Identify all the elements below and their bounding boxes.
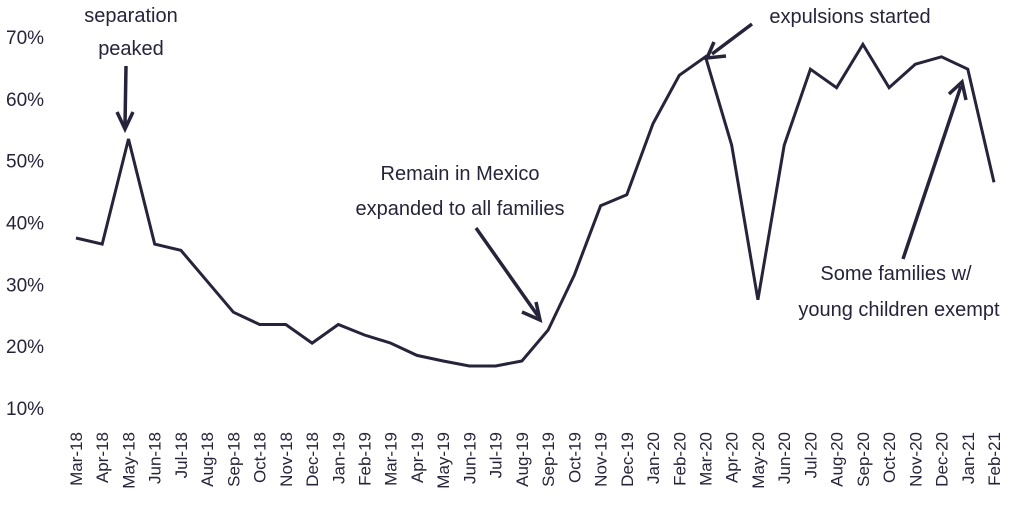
annotation-text: expulsions started bbox=[769, 6, 930, 28]
annotation-text: peaked bbox=[98, 38, 164, 60]
x-tick-label: Nov-20 bbox=[906, 432, 925, 487]
x-tick-label: Sep-18 bbox=[224, 432, 243, 487]
arrow-head bbox=[704, 41, 727, 61]
x-tick-label: Sep-20 bbox=[854, 432, 873, 487]
x-tick-label: Apr-20 bbox=[723, 432, 742, 483]
x-tick-label: Jan-21 bbox=[959, 432, 978, 484]
x-tick-label: Apr-18 bbox=[93, 432, 112, 483]
x-tick-label: Mar-19 bbox=[382, 432, 401, 486]
x-tick-label: Oct-18 bbox=[251, 432, 270, 483]
x-tick-label: Feb-21 bbox=[985, 432, 1004, 486]
x-tick-label: Jan-20 bbox=[644, 432, 663, 484]
x-tick-label: Feb-19 bbox=[356, 432, 375, 486]
x-tick-label: May-18 bbox=[119, 432, 138, 489]
series-line bbox=[75, 41, 996, 368]
x-tick-label: Feb-20 bbox=[670, 432, 689, 486]
x-tick-label: Nov-19 bbox=[592, 432, 611, 487]
x-tick-label: Jul-19 bbox=[487, 432, 506, 478]
x-tick-label: Aug-19 bbox=[513, 432, 532, 487]
y-tick-label: 60% bbox=[6, 90, 44, 111]
x-tick-label: Oct-19 bbox=[565, 432, 584, 483]
x-tick-label: Jul-18 bbox=[172, 432, 191, 478]
annotation-young-children-exempt: Some families w/ young children exempt bbox=[798, 78, 1000, 321]
x-tick-label: Jun-19 bbox=[460, 432, 479, 484]
x-axis-ticks: Mar-18 Apr-18 May-18 Jun-18 Jul-18 Aug-18 Sep-… bbox=[67, 432, 1004, 489]
y-tick-label: 20% bbox=[6, 337, 44, 358]
x-tick-label: Aug-18 bbox=[198, 432, 217, 487]
x-tick-label: Jan-19 bbox=[329, 432, 348, 484]
x-tick-label: May-20 bbox=[749, 432, 768, 489]
x-tick-label: Dec-20 bbox=[933, 432, 952, 487]
annotation-text: Some families w/ bbox=[820, 263, 972, 285]
x-tick-label: May-19 bbox=[434, 432, 453, 489]
annotation-text: young children exempt bbox=[798, 299, 1000, 321]
y-tick-label: 10% bbox=[6, 399, 44, 420]
x-tick-label: Nov-18 bbox=[277, 432, 296, 487]
y-tick-label: 70% bbox=[6, 28, 44, 49]
x-tick-label: Oct-20 bbox=[880, 432, 899, 483]
arrow-head bbox=[947, 78, 968, 101]
y-axis-ticks: 10% 20% 30% 40% 50% 60% 70% bbox=[6, 28, 44, 420]
annotation-arrow bbox=[901, 85, 963, 260]
annotation-text: Remain in Mexico bbox=[381, 163, 540, 185]
x-tick-label: Jun-18 bbox=[146, 432, 165, 484]
annotation-remain-in-mexico: Remain in Mexico expanded to all familie… bbox=[355, 163, 565, 324]
annotation-arrow bbox=[123, 65, 128, 126]
x-tick-label: Dec-18 bbox=[303, 432, 322, 487]
annotation-text: separation bbox=[84, 5, 177, 27]
x-tick-label: Jul-20 bbox=[801, 432, 820, 478]
x-tick-label: Mar-20 bbox=[696, 432, 715, 486]
x-tick-label: Mar-18 bbox=[67, 432, 86, 486]
x-tick-label: Apr-19 bbox=[408, 432, 427, 483]
annotation-arrow bbox=[474, 226, 540, 318]
annotation-arrow bbox=[710, 22, 754, 56]
annotation-separation-peaked: separation peaked bbox=[84, 5, 178, 134]
arrow-head bbox=[115, 111, 135, 134]
x-tick-label: Jun-20 bbox=[775, 432, 794, 484]
annotation-expulsions-started: expulsions started bbox=[704, 6, 931, 61]
y-tick-label: 40% bbox=[6, 214, 44, 235]
x-tick-label: Aug-20 bbox=[828, 432, 847, 487]
x-tick-label: Dec-19 bbox=[618, 432, 637, 487]
y-tick-label: 30% bbox=[6, 275, 44, 296]
x-tick-label: Sep-19 bbox=[539, 432, 558, 487]
arrow-head bbox=[521, 301, 543, 324]
y-tick-label: 50% bbox=[6, 152, 44, 173]
annotation-text: expanded to all families bbox=[355, 198, 564, 220]
